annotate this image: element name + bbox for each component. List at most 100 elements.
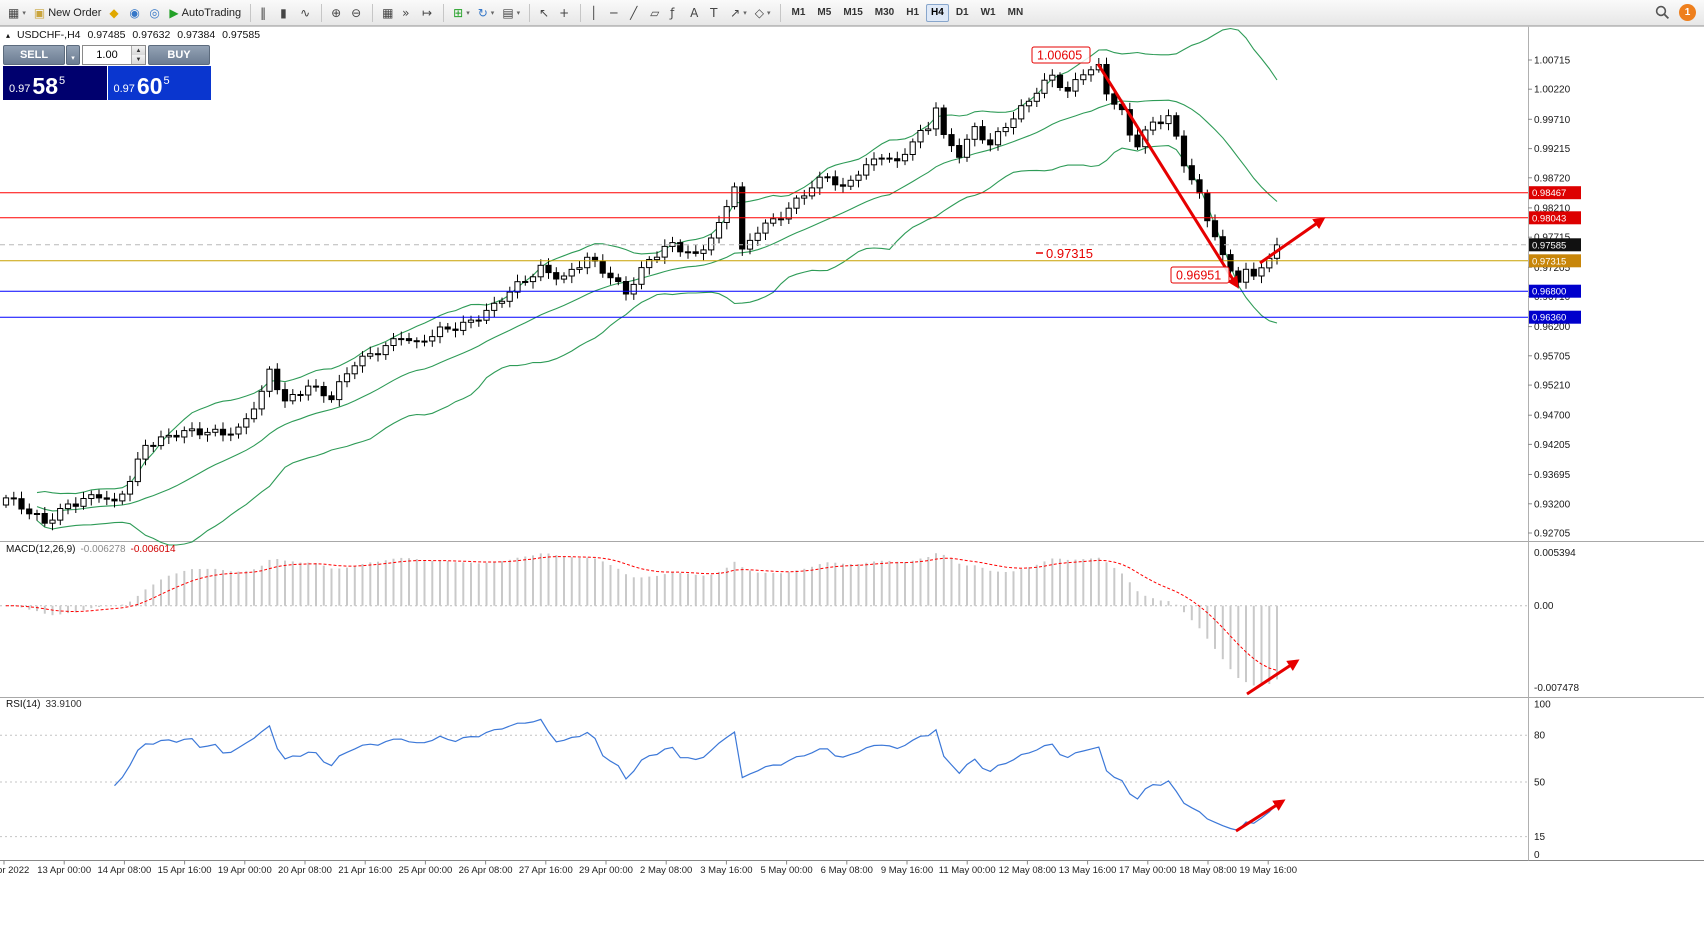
price-tag bbox=[1529, 211, 1581, 225]
buy-button[interactable]: BUY bbox=[148, 45, 210, 65]
timeframe-h4[interactable]: H4 bbox=[926, 3, 949, 22]
timeframe-m30[interactable]: M30 bbox=[870, 4, 899, 22]
caret-down-icon: ▾ bbox=[766, 8, 771, 17]
arrows-icon: ↗ bbox=[730, 5, 741, 20]
symbol-period-label: USDCHF-,H4 bbox=[16, 29, 81, 41]
bar-chart-button[interactable]: ‖ bbox=[256, 3, 276, 23]
arrows-dropdown[interactable]: ↗ ▾ bbox=[726, 3, 751, 23]
volume-decrease-button[interactable]: ▼ bbox=[132, 55, 145, 64]
chart-shift-button[interactable]: ↦ bbox=[418, 3, 438, 23]
channel-button[interactable]: ▱ bbox=[646, 3, 666, 23]
sell-options-caret[interactable]: ▾ bbox=[66, 45, 80, 65]
timeframe-h1[interactable]: H1 bbox=[901, 4, 924, 22]
timeframe-d1[interactable]: D1 bbox=[951, 4, 974, 22]
svg-text:18 May 08:00: 18 May 08:00 bbox=[1179, 865, 1237, 876]
svg-text:100: 100 bbox=[1534, 700, 1551, 711]
trend-arrow[interactable] bbox=[1096, 63, 1239, 289]
sell-price-sup: 5 bbox=[59, 75, 66, 87]
timeframe-mn[interactable]: MN bbox=[1003, 4, 1029, 22]
svg-text:0.97715: 0.97715 bbox=[1534, 233, 1571, 244]
svg-text:0.95210: 0.95210 bbox=[1534, 381, 1571, 392]
period-dropdown[interactable]: ↻ ▾ bbox=[474, 3, 499, 23]
zoom-out-button[interactable]: ⊖ bbox=[347, 3, 367, 23]
candlestick-chart-button[interactable]: ▮ bbox=[276, 3, 296, 23]
shapes-dropdown[interactable]: ◇ ▾ bbox=[751, 3, 775, 23]
svg-text:0.94700: 0.94700 bbox=[1534, 411, 1571, 422]
sell-price-base: 0.97 bbox=[9, 83, 31, 95]
template-dropdown[interactable]: ▤ ▾ bbox=[498, 3, 524, 23]
price-annotation-box[interactable] bbox=[1170, 266, 1230, 284]
timeframe-m5[interactable]: M5 bbox=[812, 4, 836, 22]
chart-ohlc-header: ▴ USDCHF-,H4 0.97485 0.97632 0.97384 0.9… bbox=[6, 29, 264, 41]
trend-arrow[interactable] bbox=[1235, 799, 1286, 833]
trend-arrow[interactable] bbox=[1246, 659, 1300, 696]
price-tag bbox=[1529, 238, 1581, 252]
mql5-community-icon[interactable]: ◉ bbox=[125, 3, 145, 23]
tile-windows-icon: ▦ bbox=[382, 5, 394, 20]
zoom-in-button[interactable]: ⊕ bbox=[327, 3, 347, 23]
svg-text:26 Apr 08:00: 26 Apr 08:00 bbox=[459, 865, 513, 876]
fibonacci-button[interactable]: ƒ bbox=[666, 3, 686, 23]
trendline-button[interactable]: ╱ bbox=[626, 3, 646, 23]
new-chart-button[interactable]: ⊞ ▾ bbox=[449, 3, 474, 23]
search-icon[interactable] bbox=[1655, 5, 1670, 20]
new-order-icon: ▣ bbox=[33, 5, 46, 20]
metaeditor-icon[interactable]: ◆ bbox=[105, 3, 125, 23]
new-order-button[interactable]: ▣ New Order bbox=[30, 3, 106, 23]
volume-increase-button[interactable]: ▲ bbox=[132, 46, 145, 55]
timeframe-m1[interactable]: M1 bbox=[787, 4, 811, 22]
crosshair-icon: + bbox=[559, 5, 570, 20]
buy-price-big: 60 bbox=[136, 73, 163, 100]
trend-arrow[interactable] bbox=[1259, 217, 1326, 265]
timeframe-w1[interactable]: W1 bbox=[976, 4, 1001, 22]
svg-text:13 May 16:00: 13 May 16:00 bbox=[1059, 865, 1117, 876]
buy-price-display[interactable]: 0.97 60 5 bbox=[107, 66, 211, 100]
tile-windows-button[interactable]: ▦ bbox=[378, 3, 398, 23]
label-button[interactable]: T bbox=[706, 3, 726, 23]
price-tag bbox=[1529, 284, 1581, 298]
sell-price-big: 58 bbox=[32, 73, 59, 100]
svg-text:5 May 00:00: 5 May 00:00 bbox=[760, 865, 812, 876]
svg-text:0.93695: 0.93695 bbox=[1534, 470, 1571, 481]
svg-text:0.94205: 0.94205 bbox=[1534, 440, 1571, 451]
line-chart-button[interactable]: ∿ bbox=[296, 3, 316, 23]
cursor-button[interactable]: ↖ bbox=[535, 3, 555, 23]
new-chart-window-dropdown[interactable]: ▦ ▾ bbox=[4, 3, 30, 23]
bollinger-band bbox=[36, 145, 1278, 546]
autotrading-button[interactable]: ▶ AutoTrading bbox=[165, 3, 245, 23]
price-annotation-box[interactable] bbox=[1031, 46, 1091, 64]
horizontal-line-icon: ─ bbox=[610, 5, 618, 20]
trade-panel-controls: SELL ▾ ▲ ▼ BUY bbox=[3, 45, 211, 65]
horizontal-line-button[interactable]: ─ bbox=[606, 3, 626, 23]
svg-text:15: 15 bbox=[1534, 832, 1546, 843]
svg-text:0.99710: 0.99710 bbox=[1534, 115, 1571, 126]
sell-button[interactable]: SELL bbox=[3, 45, 65, 65]
caret-down-icon: ▾ bbox=[22, 8, 26, 17]
objects-group: ⊞ ▾ ↻ ▾ ▤ ▾ bbox=[449, 3, 524, 23]
svg-text:20 Apr 08:00: 20 Apr 08:00 bbox=[278, 865, 332, 876]
svg-text:14 Apr 08:00: 14 Apr 08:00 bbox=[97, 865, 151, 876]
notification-badge[interactable]: 1 bbox=[1679, 4, 1696, 21]
chart-shift-icon: ↦ bbox=[422, 5, 433, 20]
zoom-group: ⊕ ⊖ bbox=[327, 3, 367, 23]
svg-text:19 May 16:00: 19 May 16:00 bbox=[1239, 865, 1297, 876]
price-annotation-text[interactable]: 0.97315 bbox=[1046, 246, 1093, 261]
svg-text:0.96800: 0.96800 bbox=[1532, 287, 1566, 298]
sell-price-display[interactable]: 0.97 58 5 bbox=[3, 66, 107, 100]
caret-down-icon: ▾ bbox=[490, 8, 495, 17]
text-button[interactable]: A bbox=[686, 3, 706, 23]
vertical-line-button[interactable]: │ bbox=[586, 3, 606, 23]
crosshair-button[interactable]: + bbox=[555, 3, 575, 23]
rsi-value: 33.9100 bbox=[45, 699, 82, 710]
news-icon[interactable]: ◎ bbox=[145, 3, 165, 23]
chart-type-group: ‖ ▮ ∿ bbox=[256, 3, 316, 23]
shapes-icon: ◇ bbox=[754, 5, 764, 20]
toolbar-separator bbox=[250, 3, 252, 22]
volume-control: ▲ ▼ bbox=[82, 45, 146, 65]
period-icon: ↻ bbox=[477, 5, 488, 20]
macd-signal-value: -0.006014 bbox=[130, 544, 176, 555]
timeframe-m15[interactable]: M15 bbox=[838, 4, 867, 22]
auto-scroll-button[interactable]: » bbox=[398, 3, 418, 23]
volume-input[interactable] bbox=[83, 46, 131, 64]
